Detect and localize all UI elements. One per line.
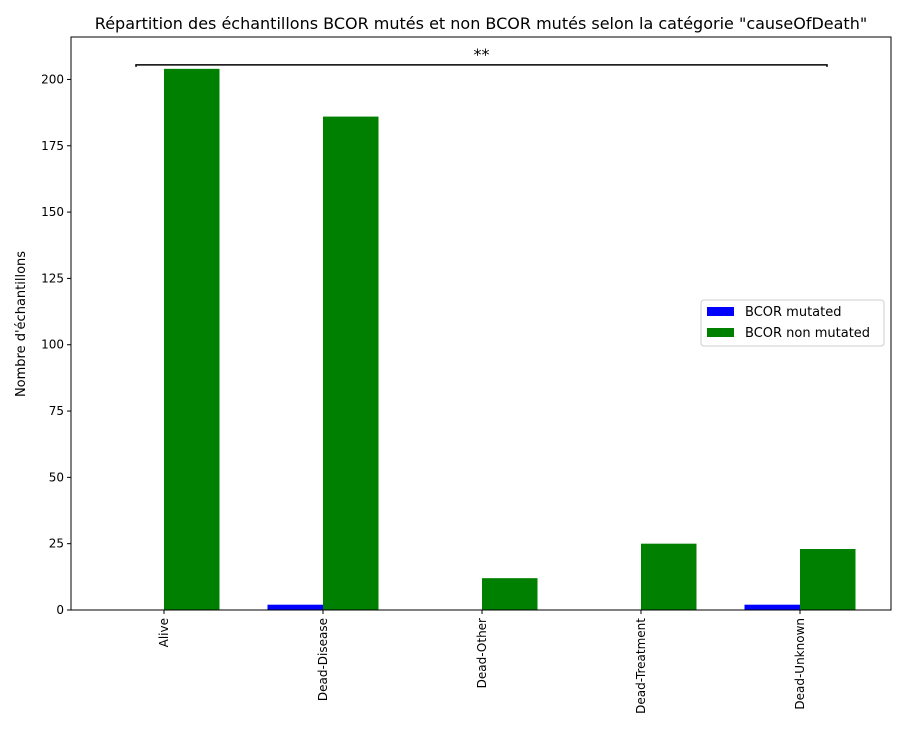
chart-title: Répartition des échantillons BCOR mutés … xyxy=(95,14,867,33)
bar-bcor-non-mutated-dead-treatment xyxy=(641,543,697,610)
x-axis: Alive Dead-Disease Dead-Other Dead-Treatmen… xyxy=(157,610,807,714)
legend-label-bcor-mutated: BCOR mutated xyxy=(745,305,841,320)
y-tick-label-25: 25 xyxy=(49,537,64,551)
y-tick-label-0: 0 xyxy=(56,603,64,617)
x-tick-label-dead-other: Dead-Other xyxy=(475,618,489,688)
y-tick-label-75: 75 xyxy=(49,404,64,418)
bar-bcor-non-mutated-dead-other xyxy=(482,578,538,610)
legend-frame xyxy=(700,299,885,347)
bar-bcor-mutated-dead-disease xyxy=(267,604,323,610)
bar-bcor-non-mutated-alive xyxy=(164,68,220,611)
y-axis: 0 25 50 75 100 125 150 175 200 xyxy=(41,72,71,617)
y-tick-label-50: 50 xyxy=(49,470,64,484)
plot-frame xyxy=(70,36,892,611)
x-tick-label-alive: Alive xyxy=(157,618,171,647)
bar-bcor-non-mutated-dead-unknown xyxy=(800,548,856,610)
x-tick-label-dead-treatment: Dead-Treatment xyxy=(634,618,648,714)
legend-label-bcor-non-mutated: BCOR non mutated xyxy=(745,326,870,341)
y-tick-label-175: 175 xyxy=(41,139,64,153)
bars xyxy=(164,68,856,611)
y-tick-label-150: 150 xyxy=(41,205,64,219)
legend-swatch-bcor-mutated xyxy=(707,307,734,316)
y-tick-label-200: 200 xyxy=(41,72,64,86)
significance-label: ** xyxy=(474,45,490,64)
significance-bracket xyxy=(135,64,828,67)
y-tick-label-100: 100 xyxy=(41,338,64,352)
bar-bcor-non-mutated-dead-disease xyxy=(323,116,379,610)
bar-bcor-mutated-dead-unknown xyxy=(744,604,800,610)
x-tick-label-dead-disease: Dead-Disease xyxy=(316,618,330,701)
significance-annotation: ** xyxy=(135,45,828,67)
legend: BCOR mutated BCOR non mutated xyxy=(700,299,885,347)
legend-swatch-bcor-non-mutated xyxy=(707,328,734,337)
y-tick-label-125: 125 xyxy=(41,271,64,285)
x-tick-label-dead-unknown: Dead-Unknown xyxy=(793,618,807,710)
y-axis-label: Nombre d'échantillons xyxy=(14,251,29,397)
